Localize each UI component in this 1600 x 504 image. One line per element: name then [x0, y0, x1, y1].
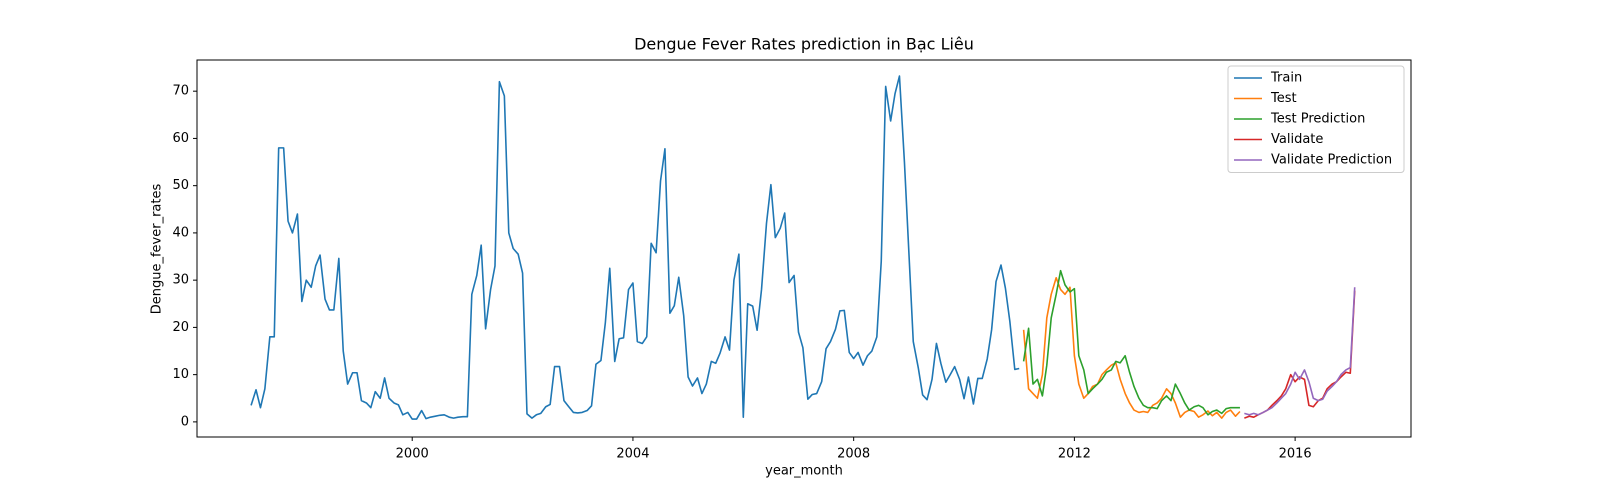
series-line	[1022, 269, 1240, 416]
legend-label: Test	[1270, 91, 1297, 106]
legend-label: Test Prediction	[1270, 112, 1365, 127]
x-tick-label: 2016	[1279, 447, 1312, 462]
legend-label: Validate	[1271, 132, 1323, 147]
series-line	[250, 75, 1020, 420]
y-tick-label: 10	[172, 367, 189, 382]
y-tick-label: 60	[172, 131, 189, 146]
x-tick-label: 2000	[396, 447, 429, 462]
series-line	[1244, 287, 1356, 416]
y-tick-label: 50	[172, 178, 189, 193]
y-axis-label: Dengue_fever_rates	[150, 184, 165, 315]
series-line	[1244, 290, 1356, 419]
x-tick-label: 2004	[616, 447, 649, 462]
y-tick-label: 40	[172, 225, 189, 240]
plot-frame	[196, 59, 1412, 438]
y-tick-label: 70	[172, 84, 189, 99]
y-tick-label: 0	[181, 414, 189, 429]
legend: Train Test Test Prediction Validate Validate…	[1227, 65, 1405, 173]
legend-label: Train	[1270, 71, 1302, 86]
legend-box	[1227, 65, 1405, 173]
chart-title: Dengue Fever Rates prediction in Bạc Liê…	[634, 35, 974, 54]
x-axis-label: year_month	[765, 464, 843, 479]
y-tick-label: 20	[172, 320, 189, 335]
x-tick-label: 2012	[1058, 447, 1091, 462]
y-tick-label: 30	[172, 273, 189, 288]
series-line	[1022, 276, 1241, 419]
x-tick-label: 2008	[837, 447, 870, 462]
legend-label: Validate Prediction	[1271, 153, 1392, 168]
